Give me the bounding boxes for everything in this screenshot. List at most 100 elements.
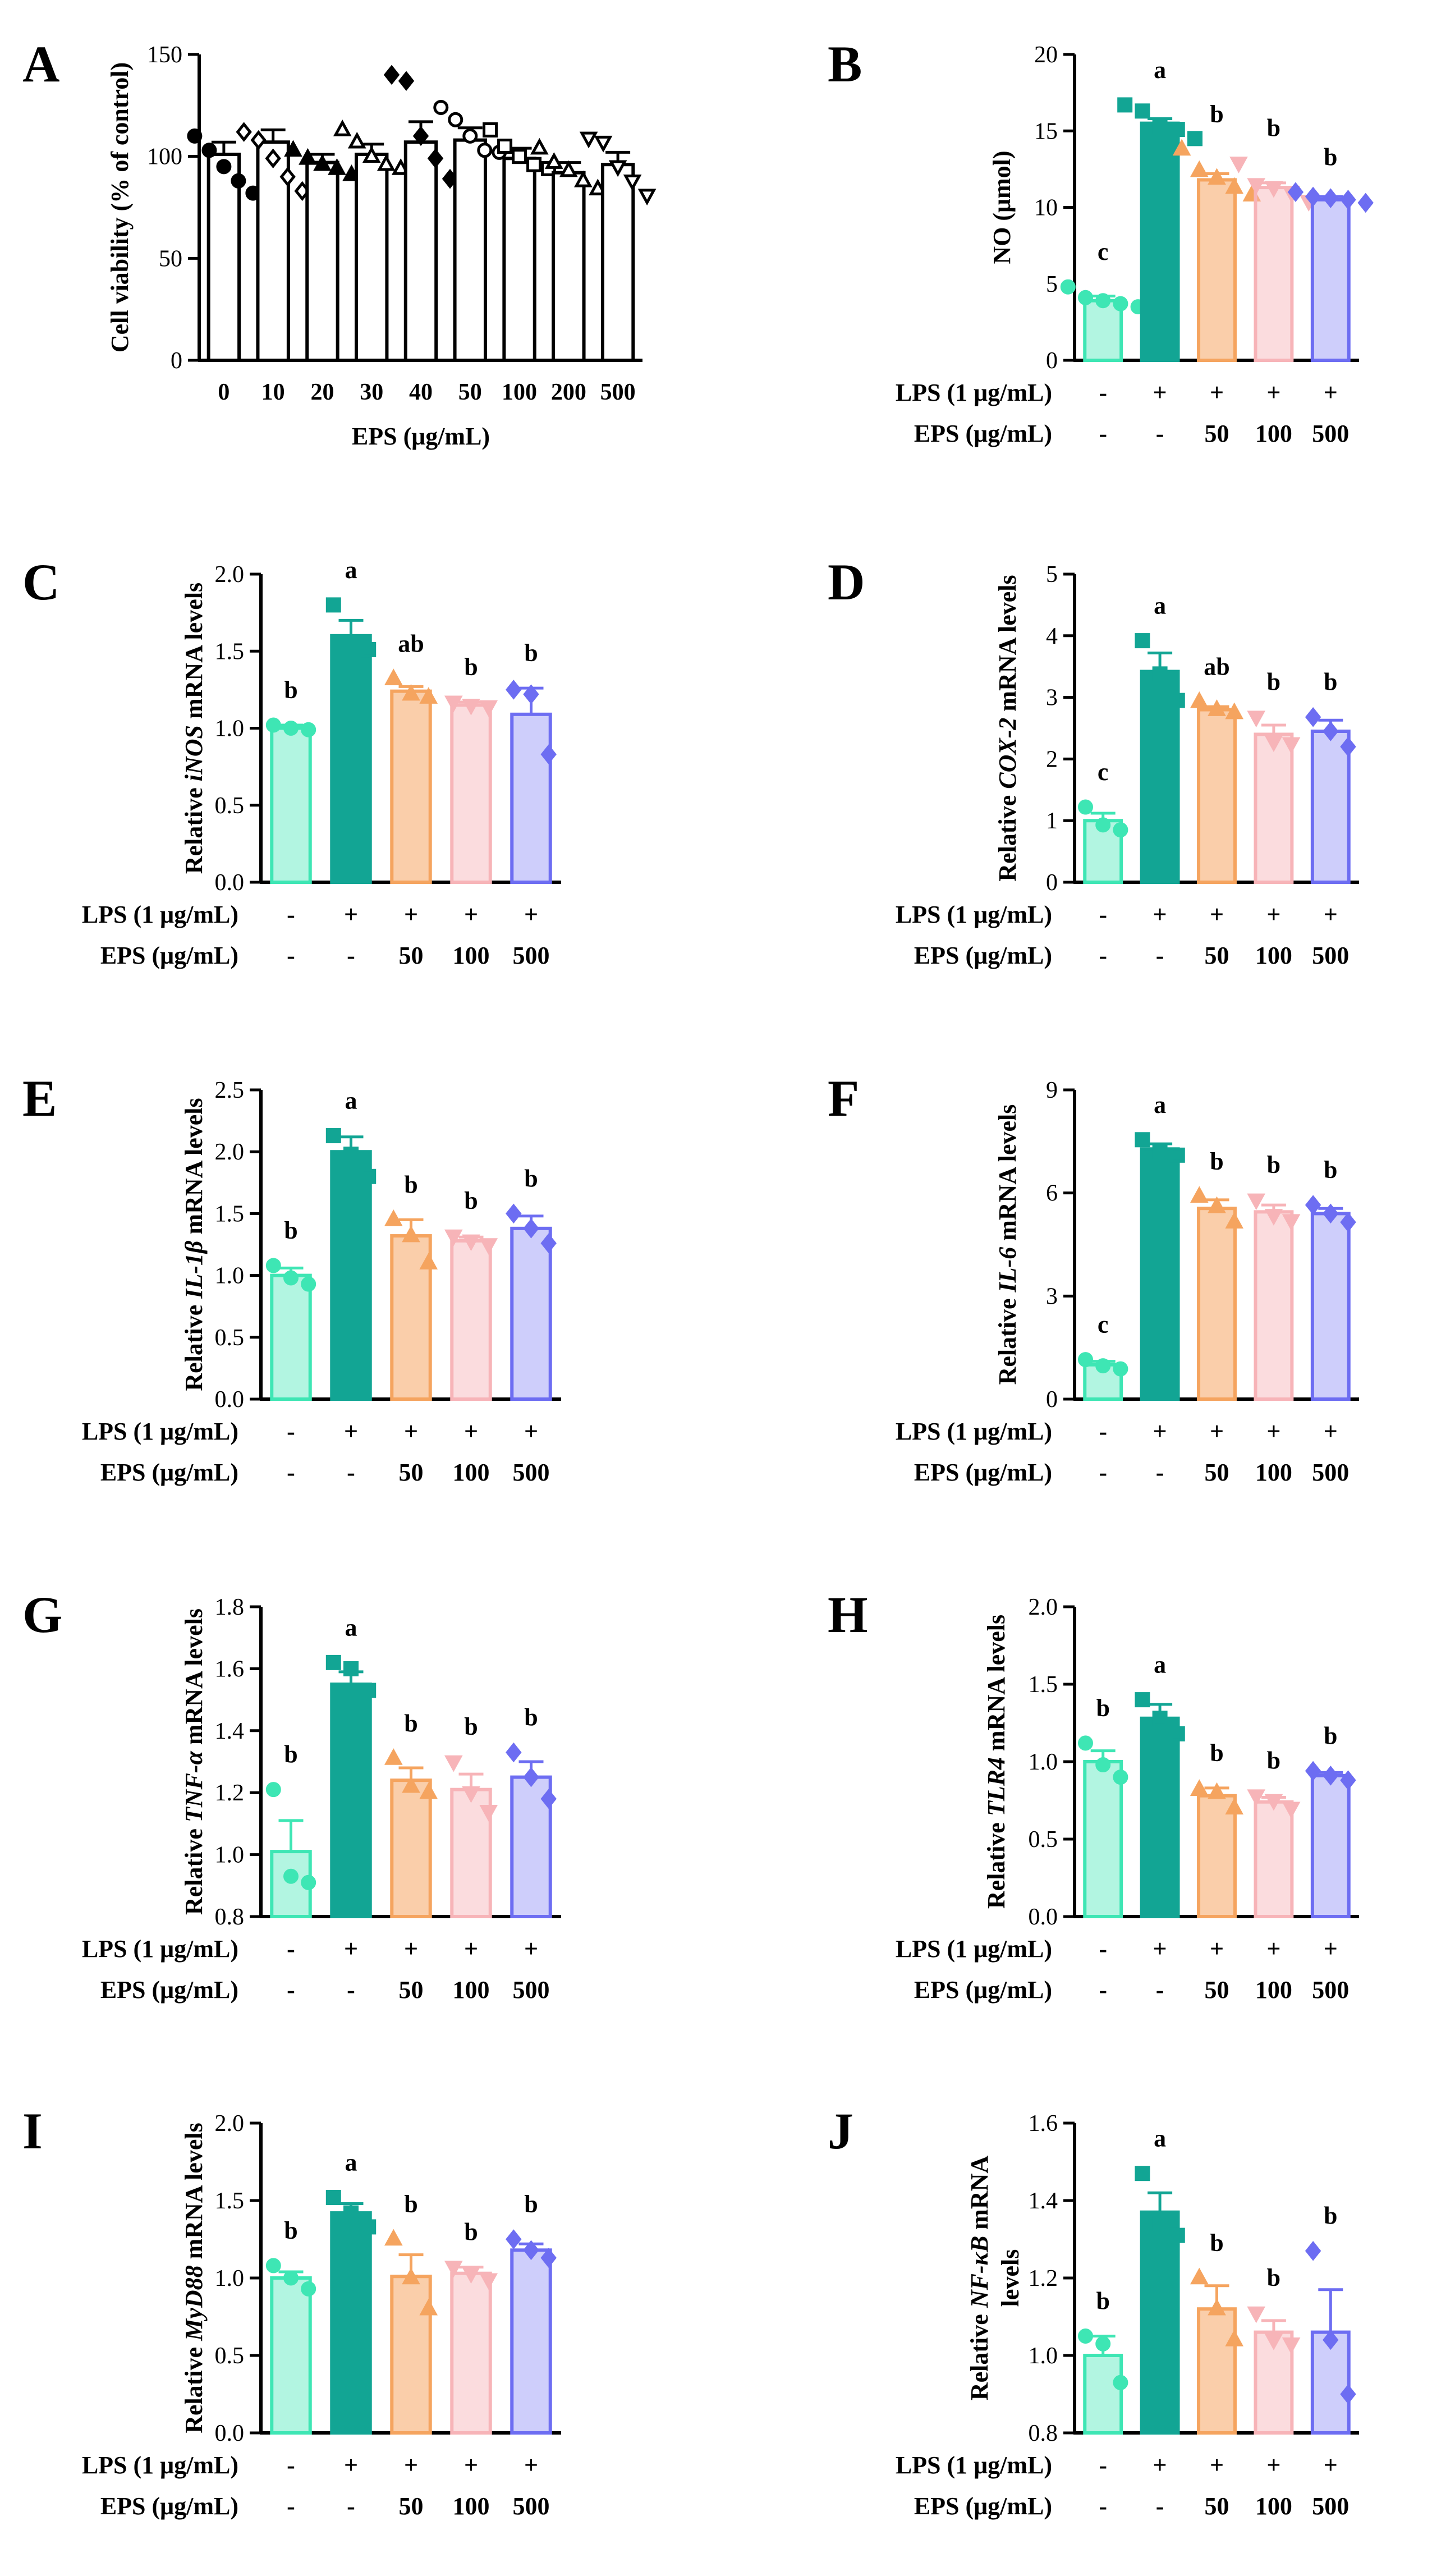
eps-row-label: EPS (μg/mL) — [914, 420, 1052, 447]
y-label-suffix: mRNA — [966, 2156, 993, 2236]
data-point — [343, 2205, 359, 2221]
data-point — [1247, 1789, 1266, 1807]
bar — [270, 1273, 312, 1401]
eps-value: 50 — [1205, 2492, 1229, 2520]
data-point — [540, 1233, 557, 1254]
data-point — [1152, 1711, 1168, 1726]
data-point — [526, 157, 542, 172]
y-label-prefix: Relative — [966, 2308, 993, 2400]
bar — [390, 689, 432, 884]
eps-value: 50 — [399, 942, 424, 969]
data-point — [343, 639, 359, 654]
data-point — [1113, 1770, 1128, 1785]
significance-letter: b — [524, 1703, 538, 1731]
significance-letter: a — [345, 2148, 357, 2176]
data-point — [479, 1238, 498, 1255]
eps-row-label: EPS (μg/mL) — [914, 1459, 1052, 1486]
significance-letter: b — [1324, 1722, 1337, 1750]
significance-letter: b — [464, 653, 478, 681]
data-point — [1282, 737, 1301, 754]
data-point — [1225, 1212, 1244, 1229]
y-label-suffix: mRNA levels — [180, 583, 208, 725]
data-point — [419, 687, 438, 704]
data-point — [1095, 1358, 1111, 1374]
data-point — [283, 721, 299, 736]
eps-value: - — [1156, 2492, 1164, 2520]
eps-value: 100 — [1255, 1976, 1292, 2004]
y-tick-label: 1.6 — [215, 1656, 245, 1682]
lps-row-label: LPS (1 μg/mL) — [82, 1418, 238, 1445]
bar — [1140, 1147, 1180, 1401]
significance-letter: ab — [1204, 653, 1229, 680]
eps-value: - — [287, 942, 295, 969]
data-point — [1247, 178, 1266, 195]
y-tick-label: 2 — [1046, 746, 1058, 772]
significance-letter: b — [404, 1171, 417, 1198]
data-point — [283, 2270, 299, 2286]
data-point — [377, 154, 396, 171]
significance-letter: b — [524, 639, 538, 667]
lps-value: + — [404, 901, 418, 928]
x-tick-label: 40 — [409, 379, 433, 405]
lps-value: + — [524, 2451, 538, 2479]
panel-label: E — [22, 1070, 57, 1127]
eps-value: 100 — [1255, 942, 1292, 969]
y-tick-label: 1.0 — [1029, 1749, 1058, 1775]
data-point — [362, 146, 381, 163]
lps-row-label: LPS (1 μg/mL) — [896, 1418, 1052, 1445]
data-point — [361, 2219, 377, 2235]
data-point — [1229, 157, 1248, 173]
bar — [1083, 299, 1123, 362]
panel-label: D — [828, 553, 865, 611]
eps-value: - — [1156, 1976, 1164, 2004]
y-tick-label: 0.8 — [1029, 2421, 1058, 2446]
lps-row-label: LPS (1 μg/mL) — [896, 379, 1052, 406]
data-point — [444, 1755, 463, 1772]
y-label-suffix: mRNA levels — [180, 1098, 208, 1240]
lps-value: + — [1153, 1418, 1167, 1445]
lps-row-label: LPS (1 μg/mL) — [82, 2451, 238, 2479]
lps-value: - — [287, 1935, 295, 1963]
significance-letter: b — [1096, 2288, 1109, 2315]
lps-value: - — [287, 1418, 295, 1445]
lps-value: - — [1099, 1418, 1107, 1445]
significance-letter: b — [1267, 2264, 1280, 2291]
y-tick-label: 1.2 — [1029, 2266, 1058, 2291]
eps-value: 500 — [513, 1459, 550, 1486]
y-label-gene: NF-κB — [966, 2236, 993, 2308]
data-point — [1078, 290, 1093, 305]
bar — [1083, 1760, 1123, 1918]
data-point — [347, 131, 366, 149]
y-axis-label: Relative TNF-α mRNA levels — [180, 1608, 208, 1915]
y-tick-label: 2.0 — [215, 1139, 245, 1165]
data-point — [427, 148, 444, 169]
data-point — [1169, 1726, 1185, 1741]
bar — [1140, 1716, 1180, 1918]
eps-value: 100 — [453, 942, 490, 969]
data-point — [1247, 711, 1266, 728]
bar — [502, 157, 536, 362]
data-point — [343, 1661, 359, 1676]
y-tick-label: 50 — [159, 246, 182, 272]
bar — [1254, 732, 1294, 884]
significance-letter: b — [1324, 2202, 1337, 2230]
bar — [1254, 186, 1294, 362]
y-axis-label: Relative iNOS mRNA levels — [180, 583, 208, 874]
eps-value: - — [1156, 420, 1164, 447]
data-point — [265, 1258, 281, 1273]
y-tick-label: 1.6 — [1029, 2111, 1058, 2137]
significance-letter: b — [284, 2217, 297, 2244]
data-point — [1152, 118, 1168, 134]
data-point — [540, 2248, 557, 2268]
x-tick-label: 30 — [360, 379, 383, 405]
y-tick-label: 5 — [1046, 272, 1058, 297]
panel-g: G 0.8 1.0 1.2 1.4 1.6 1.8 Relative TNF-α mRNA l… — [22, 1586, 561, 2004]
y-label-gene: IL-6 — [994, 1247, 1021, 1293]
eps-value: 500 — [513, 942, 550, 969]
lps-value: + — [344, 1935, 358, 1963]
data-point — [265, 717, 281, 733]
data-point — [1264, 1209, 1283, 1226]
y-label-prefix: Relative — [180, 1299, 208, 1391]
data-point — [1169, 2227, 1185, 2243]
data-point — [1135, 103, 1150, 119]
